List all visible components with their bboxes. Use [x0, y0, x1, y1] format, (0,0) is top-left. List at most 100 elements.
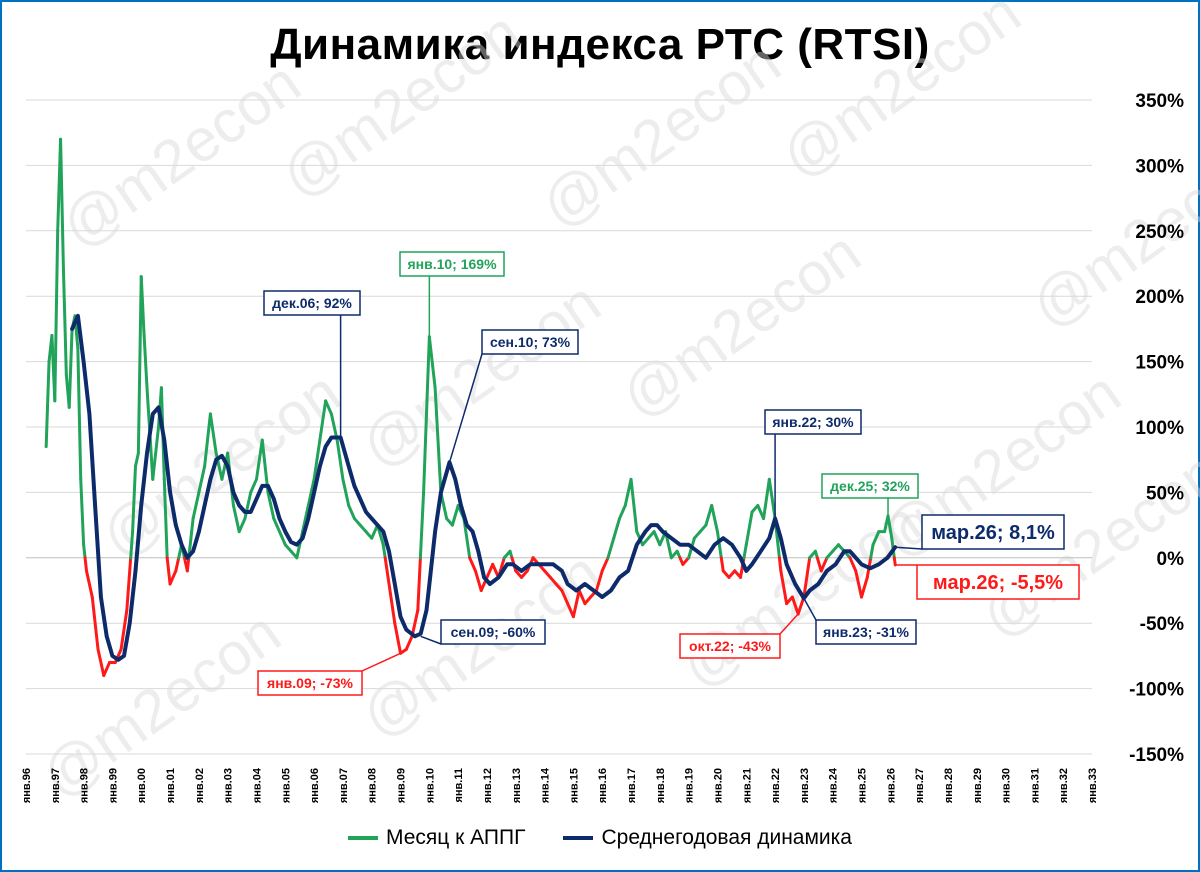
series-monthly-segment — [418, 490, 426, 560]
annotation-label: дек.06; 92% — [272, 295, 352, 311]
series-monthly-segment — [719, 556, 725, 573]
series-monthly-segment — [600, 556, 610, 573]
series-monthly-segment — [254, 438, 264, 481]
y-tick-label: -50% — [1140, 614, 1184, 635]
x-tick-label: янв.27 — [914, 768, 926, 803]
x-tick-label: янв.16 — [597, 768, 609, 803]
y-tick-label: -150% — [1129, 745, 1184, 766]
annotation-label: янв.10; 169% — [407, 256, 497, 272]
series-monthly-segment — [301, 503, 310, 534]
series-monthly-segment — [61, 268, 68, 377]
x-tick-label: янв.06 — [309, 768, 321, 803]
watermark-text: @m2econ — [349, 268, 612, 480]
x-tick-label: янв.18 — [655, 768, 667, 803]
series-monthly-segment — [67, 327, 74, 409]
x-tick-label: янв.22 — [770, 768, 782, 803]
series-monthly-segment — [347, 503, 356, 521]
y-tick-label: 350% — [1135, 91, 1184, 112]
series-monthly-segment — [779, 569, 789, 606]
series-monthly-segment — [892, 556, 897, 567]
annotation-label: янв.23; -31% — [823, 624, 909, 640]
y-tick-label: 100% — [1135, 418, 1184, 439]
series-monthly-segment — [427, 335, 437, 390]
series-monthly-segment — [742, 543, 748, 560]
series-monthly-segment — [450, 503, 460, 527]
series-monthly-segment — [243, 490, 253, 521]
annotation-leader — [779, 613, 799, 635]
series-monthly-segment — [102, 660, 112, 678]
series-monthly-segment — [185, 556, 191, 573]
annotation-label: янв.22; 30% — [772, 414, 854, 430]
chart-legend: Месяц к АППГ Среднегодовая динамика — [0, 826, 1200, 850]
series-monthly-segment — [777, 556, 783, 573]
legend-swatch-green — [347, 836, 378, 840]
series-monthly-segment — [387, 582, 397, 625]
annotation-label: дек.25; 32% — [830, 478, 910, 494]
series-monthly-segment — [715, 530, 723, 560]
series-monthly-segment — [272, 517, 282, 534]
series-monthly-segment — [90, 595, 100, 651]
annotation-label: мар.26; -5,5% — [933, 572, 1063, 594]
annotation-label: окт.22; -43% — [689, 638, 771, 654]
annotation-box — [399, 251, 505, 277]
x-tick-label: янв.10 — [424, 768, 436, 803]
series-monthly-segment — [577, 589, 587, 606]
x-tick-label: янв.24 — [828, 767, 840, 803]
series-monthly-segment — [151, 425, 161, 481]
x-tick-label: янв.32 — [1058, 768, 1070, 803]
annotation-box — [263, 290, 361, 316]
series-monthly-segment — [59, 137, 65, 272]
x-tick-label: янв.07 — [338, 768, 350, 803]
annotation-box — [481, 329, 579, 355]
series-monthly-segment — [260, 438, 270, 494]
series-monthly-segment — [136, 275, 143, 455]
series-monthly-segment — [139, 275, 146, 337]
watermark-text: @m2econ — [609, 218, 872, 430]
x-tick-label: янв.05 — [280, 768, 292, 803]
x-tick-label: янв.00 — [136, 768, 148, 803]
legend-swatch-navy — [563, 836, 594, 840]
series-monthly-segment — [618, 503, 627, 521]
annotation-box — [916, 564, 1080, 600]
annotation-leader — [895, 546, 923, 550]
series-monthly-segment — [869, 543, 875, 560]
series-monthly-segment — [404, 634, 414, 651]
series-monthly-segment — [278, 530, 287, 547]
series-monthly-segment — [96, 647, 106, 678]
x-tick-label: янв.23 — [799, 768, 811, 803]
series-monthly-segment — [629, 477, 639, 534]
series-monthly-segment — [410, 608, 420, 638]
legend-item-monthly: Месяц к АППГ — [347, 826, 525, 850]
series-monthly-segment — [416, 556, 422, 612]
annotation-label: мар.26; 8,1% — [931, 522, 1055, 544]
annotation-label: янв.09; -73% — [267, 675, 353, 691]
series-monthly-segment — [704, 503, 714, 527]
annotation-box — [921, 514, 1065, 550]
series-monthly-segment — [266, 490, 276, 521]
series-monthly-segment — [370, 523, 379, 540]
series-monthly-segment — [125, 556, 133, 612]
series-monthly-segment — [433, 386, 443, 494]
legend-label-average: Среднегодовая динамика — [601, 826, 852, 849]
x-tick-label: янв.98 — [79, 768, 91, 803]
x-tick-label: янв.28 — [943, 768, 955, 803]
series-monthly-segment — [208, 412, 218, 455]
series-monthly-segment — [85, 569, 94, 599]
series-monthly-segment — [197, 464, 207, 494]
series-monthly-segment — [249, 477, 258, 494]
series-monthly-segment — [571, 589, 581, 619]
legend-item-average: Среднегодовая динамика — [563, 826, 852, 850]
annotation-leader — [448, 353, 483, 463]
x-tick-label: янв.14 — [540, 767, 552, 803]
y-tick-label: 300% — [1135, 156, 1184, 177]
series-monthly-segment — [612, 517, 622, 540]
series-monthly-segment — [82, 543, 87, 560]
series-monthly-segment — [237, 517, 247, 534]
annotation-label: сен.10; 73% — [490, 334, 571, 350]
y-tick-label: 250% — [1135, 222, 1184, 243]
y-tick-label: -100% — [1129, 680, 1184, 701]
y-tick-label: 150% — [1135, 353, 1184, 374]
series-monthly-segment — [187, 517, 195, 560]
series-monthly-segment — [473, 569, 483, 592]
